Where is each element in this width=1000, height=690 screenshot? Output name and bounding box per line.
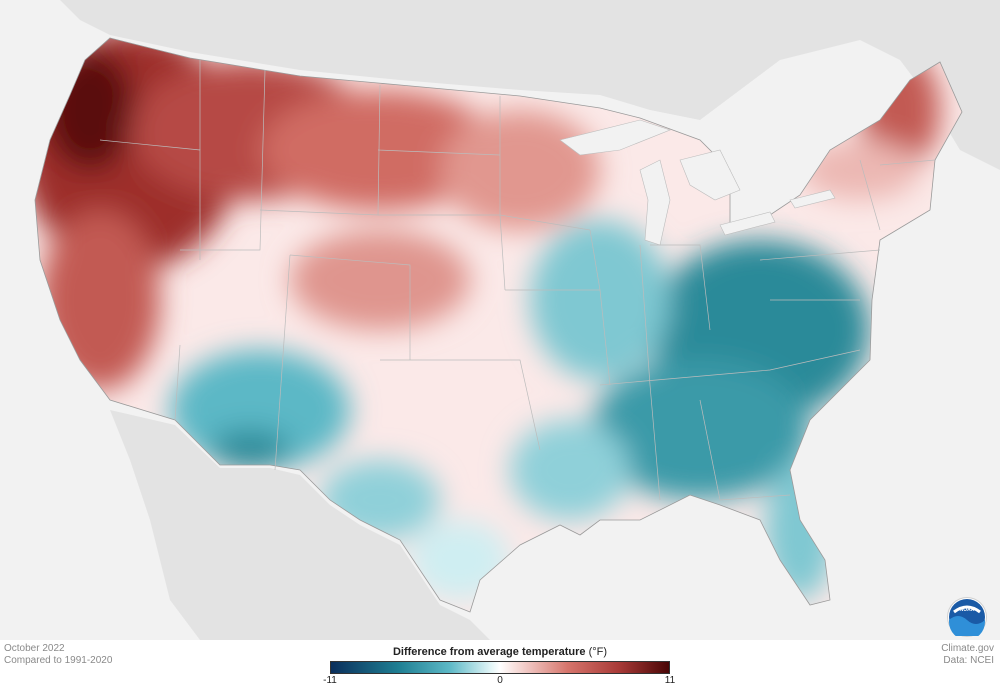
map-svg [34, 0, 1000, 640]
source-site-label: Climate.gov [941, 643, 994, 654]
source-data-label: Data: NCEI [943, 655, 994, 666]
baseline-label: Compared to 1991-2020 [4, 655, 113, 666]
footer: October 2022 Compared to 1991-2020 Diffe… [0, 640, 1000, 690]
legend-unit: (°F) [588, 646, 608, 658]
legend-tick-max: 11 [664, 675, 676, 686]
legend-title: Difference from average temperature (°F) [330, 646, 670, 658]
state-boundaries [99, 60, 936, 501]
canada-landmass [60, 0, 1000, 170]
svg-text:NOAA: NOAA [960, 607, 975, 613]
map-caption-right: Climate.gov Data: NCEI [941, 643, 994, 667]
map-caption-left: October 2022 Compared to 1991-2020 [4, 643, 112, 667]
period-label: October 2022 [4, 643, 65, 654]
great-lakes [559, 119, 836, 246]
noaa-logo: NOAA [948, 598, 986, 636]
mexico-landmass [110, 410, 490, 640]
noaa-logo-icon: NOAA [949, 599, 985, 636]
legend-title-text: Difference from average temperature [392, 646, 586, 658]
legend-tick-min: -11 [323, 675, 337, 686]
legend-tick-mid: 0 [497, 675, 503, 686]
temperature-anomaly-map [0, 0, 1000, 640]
legend-color-bar [330, 661, 670, 674]
